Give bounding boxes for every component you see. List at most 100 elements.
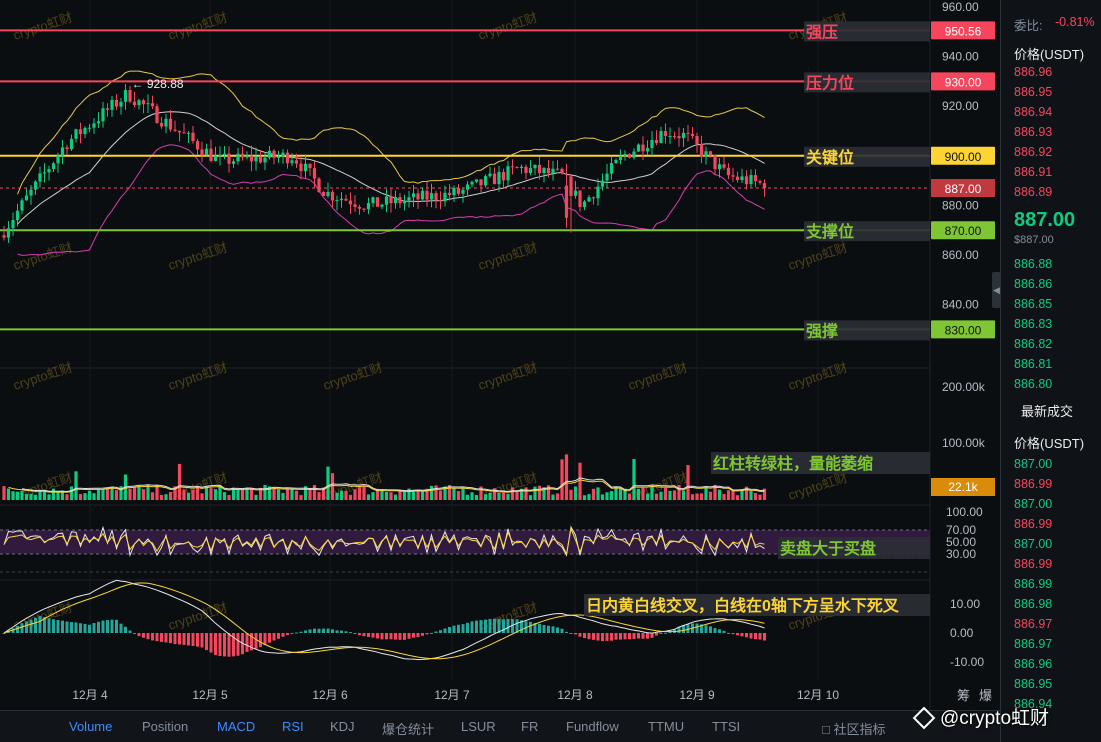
indicator-tab-fr[interactable]: FR (521, 719, 539, 734)
macd-histogram-bar (610, 633, 613, 641)
macd-histogram-bar (250, 633, 253, 651)
macd-histogram-bar (79, 623, 82, 633)
indicator-tab-rsi[interactable]: RSI (282, 719, 304, 734)
price-chart[interactable]: 960.00 940.00 920.00 880.00 860.00 840.00 cryp… (0, 0, 1000, 710)
candle-body (645, 148, 650, 152)
candle-body (303, 163, 308, 172)
volume-bar (686, 465, 690, 500)
macd-histogram-bar (254, 633, 258, 649)
indicator-tab-fundflow[interactable]: Fundflow (566, 719, 619, 734)
volume-bar (744, 486, 749, 500)
volume-bar (533, 486, 537, 500)
macd-histogram-bar (488, 618, 492, 633)
volume-bar (735, 495, 740, 500)
brand-logo-icon (912, 706, 936, 730)
volume-bar (222, 492, 227, 500)
chart-area[interactable]: 960.00 940.00 920.00 880.00 860.00 840.00 cryp… (0, 0, 1000, 710)
macd-histogram-bar (227, 633, 231, 657)
indicator-tab-ttsi[interactable]: TTSI (712, 719, 741, 734)
volume-bar (402, 490, 407, 500)
volume-axis: 200.00k 100.00k (942, 380, 986, 450)
macd-histogram-bar (628, 633, 631, 640)
candle-body (605, 173, 609, 181)
candle-body (704, 151, 708, 157)
macd-histogram-bar (601, 633, 604, 642)
volume-bar (38, 490, 42, 500)
indicator-tab-macd[interactable]: MACD (217, 719, 256, 734)
last-price: 887.00 (1014, 209, 1076, 231)
macd-histogram-bar (52, 619, 55, 633)
volume-bar (56, 491, 60, 500)
volume-bar (29, 493, 33, 500)
macd-histogram-bar (259, 633, 262, 648)
macd-histogram-bar (371, 633, 375, 638)
liquidation-button[interactable]: 爆 (979, 688, 992, 703)
volume-bar (578, 462, 582, 500)
ask-price: 886.95 (1014, 85, 1053, 99)
macd-histogram-bar (722, 630, 726, 633)
bid-price: 886.81 (1014, 357, 1053, 371)
candle-body (402, 200, 407, 204)
volume-bar (443, 486, 447, 500)
macd-histogram-bar (286, 633, 289, 636)
volume-tag-text: 22.1k (948, 480, 978, 494)
candle-body (609, 163, 614, 174)
volume-bar (560, 459, 564, 500)
candle-body (110, 99, 114, 110)
volume-bar (321, 487, 326, 500)
volume-bar (209, 488, 213, 500)
volume-bar (303, 486, 308, 500)
macd-histogram-bar (331, 629, 334, 633)
bid-price: 886.83 (1014, 317, 1053, 331)
level-price-tag-text: 830.00 (945, 323, 982, 337)
volume-bar (213, 489, 218, 500)
macd-histogram-bar (349, 632, 352, 634)
candle-body (479, 179, 483, 186)
indicator-tab-position[interactable]: Position (142, 719, 189, 734)
volume-bar (240, 488, 245, 500)
volume-bar (128, 488, 132, 500)
macd-histogram-bar (182, 633, 186, 645)
candle-body (213, 155, 218, 161)
candle-body (339, 198, 344, 201)
macd-dif-line (3, 579, 765, 661)
price-tick-label: 940.00 (942, 50, 979, 64)
volume-bar (573, 486, 578, 500)
macd-histogram-bar (425, 633, 429, 635)
macd-tick-label: -10.00 (950, 655, 984, 669)
volume-bar (110, 487, 114, 500)
indicator-tab-ttmu[interactable]: TTMU (648, 719, 685, 734)
volume-bar (357, 487, 362, 500)
candle-body (483, 176, 488, 186)
candle-body (191, 132, 195, 142)
volume-bar (195, 487, 200, 500)
volume-bar (654, 493, 659, 500)
bid-price: 886.88 (1014, 257, 1053, 271)
community-indicators-button[interactable]: □ 社区指标 (822, 719, 885, 738)
macd-histogram-bar (200, 633, 204, 648)
candle-body (249, 155, 254, 162)
indicator-tab-kdj[interactable]: KDJ (330, 719, 355, 734)
collapse-panel-handle[interactable]: ◀ (992, 272, 1001, 308)
macd-histogram-bar (209, 633, 213, 653)
volume-bar (483, 494, 488, 500)
volume-bar (186, 492, 191, 500)
volume-bar (749, 490, 753, 500)
macd-histogram-bar (736, 633, 739, 636)
macd-histogram-bar (565, 631, 568, 633)
volume-bar (65, 494, 69, 500)
macd-histogram-bar (515, 619, 519, 633)
chip-distribution-button[interactable]: 筹 (957, 688, 970, 703)
volume-bar (285, 488, 290, 500)
candle-body (641, 144, 645, 152)
candle-body (285, 152, 290, 164)
indicator-tab-lsur[interactable]: LSUR (461, 719, 496, 734)
volume-bar (411, 490, 416, 500)
macd-histogram-bar (29, 619, 33, 633)
indicator-tab-volume[interactable]: Volume (69, 719, 113, 734)
candle-body (753, 175, 758, 182)
volume-bar (465, 494, 470, 500)
candle-body (69, 138, 74, 150)
indicator-tab-爆仓统计[interactable]: 爆仓统计 (382, 722, 435, 737)
trade-price: 886.99 (1014, 577, 1053, 591)
